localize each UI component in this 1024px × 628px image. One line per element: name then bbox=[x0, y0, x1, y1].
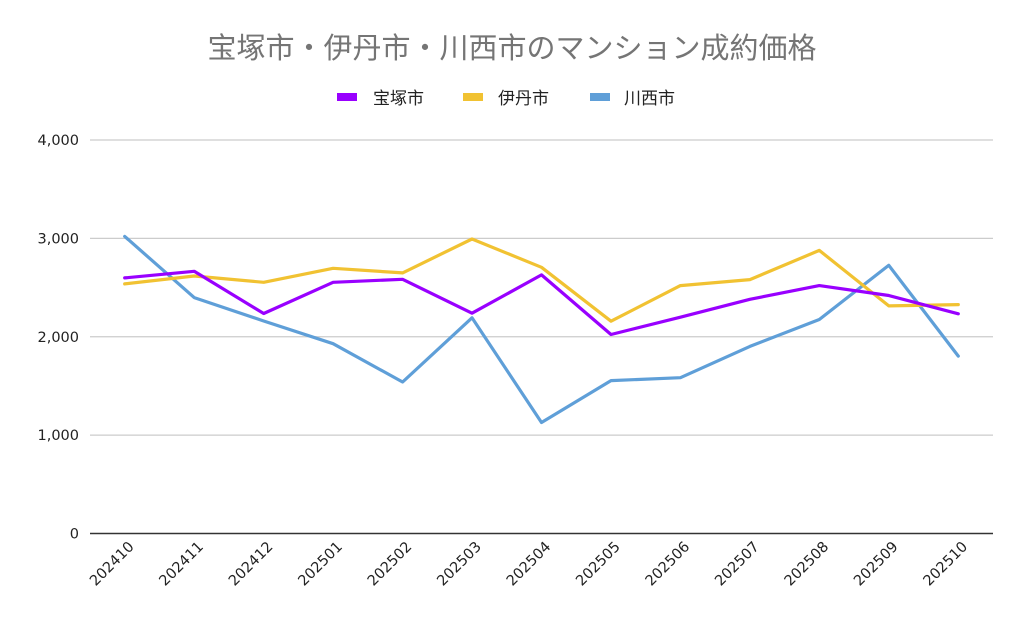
x-tick-label: 202502 bbox=[365, 539, 415, 589]
y-tick-label: 3,000 bbox=[37, 231, 79, 247]
legend-swatch-itami bbox=[463, 93, 483, 101]
legend-swatch-kawanishi bbox=[590, 93, 610, 101]
x-tick-label: 202501 bbox=[295, 539, 345, 589]
y-axis-ticks: 0 1,000 2,000 3,000 4,000 bbox=[37, 133, 79, 543]
x-tick-label: 202412 bbox=[226, 539, 276, 589]
y-tick-label: 0 bbox=[70, 527, 79, 543]
legend: 宝塚市 伊丹市 川西市 bbox=[337, 89, 675, 109]
y-tick-label: 2,000 bbox=[37, 330, 79, 346]
x-tick-label: 202504 bbox=[504, 539, 554, 589]
series-line-kawanishi bbox=[123, 234, 960, 425]
series-line-takarazuka bbox=[123, 269, 960, 337]
gridlines bbox=[90, 139, 993, 436]
x-tick-label: 202505 bbox=[573, 539, 623, 589]
y-tick-label: 1,000 bbox=[37, 428, 79, 444]
legend-label-itami: 伊丹市 bbox=[498, 89, 549, 109]
x-tick-label: 202509 bbox=[851, 539, 901, 589]
x-tick-label: 202410 bbox=[87, 539, 137, 589]
x-tick-label: 202510 bbox=[921, 539, 971, 589]
chart-title: 宝塚市・伊丹市・川西市のマンション成約価格 bbox=[207, 31, 816, 65]
legend-label-kawanishi: 川西市 bbox=[624, 89, 675, 109]
x-tick-label: 202503 bbox=[434, 539, 484, 589]
x-tick-label: 202508 bbox=[782, 539, 832, 589]
series-line-itami bbox=[123, 237, 960, 323]
legend-label-takarazuka: 宝塚市 bbox=[373, 89, 424, 109]
y-tick-label: 4,000 bbox=[37, 133, 79, 149]
x-tick-label: 202507 bbox=[712, 539, 762, 589]
series-lines bbox=[123, 234, 960, 425]
x-tick-label: 202506 bbox=[643, 539, 693, 589]
x-tick-label: 202411 bbox=[157, 539, 207, 589]
legend-swatch-takarazuka bbox=[337, 93, 357, 101]
x-axis-ticks: 202410 202411 202412 202501 202502 202503 2025… bbox=[87, 539, 971, 589]
